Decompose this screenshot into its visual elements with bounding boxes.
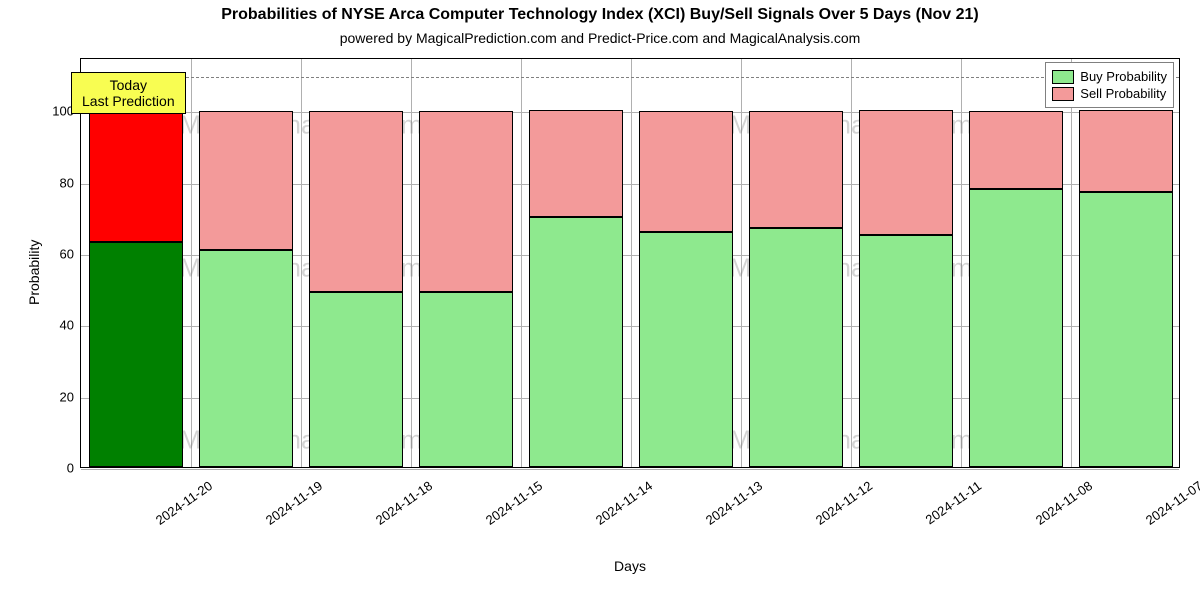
bar-group: [89, 57, 184, 467]
bar-buy: [1079, 192, 1174, 467]
grid-line-vertical: [741, 59, 742, 467]
xtick-label: 2024-11-15: [483, 478, 545, 528]
xtick-label: 2024-11-07: [1143, 478, 1200, 528]
xtick-label: 2024-11-11: [923, 478, 985, 527]
legend-item: Sell Probability: [1052, 86, 1167, 101]
bar-sell: [969, 111, 1064, 189]
x-axis-label: Days: [80, 558, 1180, 574]
today-annotation: TodayLast Prediction: [71, 72, 186, 114]
grid-line-vertical: [631, 59, 632, 467]
grid-line-vertical: [961, 59, 962, 467]
xtick-label: 2024-11-18: [373, 478, 435, 528]
bar-group: [749, 57, 844, 467]
bar-group: [309, 57, 404, 467]
bar-sell: [639, 111, 734, 232]
bar-group: [969, 57, 1064, 467]
bar-sell: [419, 111, 514, 293]
plot-area: MagicalAnalysis.comMagicalAnalysis.comMa…: [80, 58, 1180, 468]
legend-label: Buy Probability: [1080, 69, 1167, 84]
chart-title: Probabilities of NYSE Arca Computer Tech…: [0, 6, 1200, 24]
bar-group: [859, 57, 954, 467]
bar-sell: [199, 111, 294, 250]
bar-buy: [639, 232, 734, 467]
xtick-label: 2024-11-19: [263, 478, 325, 528]
bar-sell: [529, 110, 624, 217]
grid-line-vertical: [191, 59, 192, 467]
chart-container: Probabilities of NYSE Arca Computer Tech…: [0, 0, 1200, 600]
bar-group: [419, 57, 514, 467]
bar-buy: [749, 228, 844, 467]
grid-line-vertical: [301, 59, 302, 467]
bar-sell: [309, 111, 404, 293]
grid-line-vertical: [851, 59, 852, 467]
chart-subtitle: powered by MagicalPrediction.com and Pre…: [0, 30, 1200, 46]
bar-buy: [529, 217, 624, 467]
bar-sell: [749, 111, 844, 229]
grid-line-vertical: [521, 59, 522, 467]
ytick-label: 40: [44, 318, 74, 333]
bar-group: [529, 57, 624, 467]
grid-line-vertical: [411, 59, 412, 467]
bar-buy: [969, 189, 1064, 467]
ytick-label: 80: [44, 175, 74, 190]
xtick-label: 2024-11-13: [703, 478, 765, 528]
xtick-label: 2024-11-14: [593, 478, 655, 528]
ytick-label: 20: [44, 389, 74, 404]
bar-group: [199, 57, 294, 467]
legend-swatch: [1052, 87, 1074, 101]
bar-buy: [199, 250, 294, 467]
xtick-label: 2024-11-08: [1033, 478, 1095, 528]
y-axis-label: Probability: [26, 240, 42, 305]
legend-label: Sell Probability: [1080, 86, 1166, 101]
bar-sell: [89, 111, 184, 243]
bar-buy: [419, 292, 514, 467]
bar-buy: [309, 292, 404, 467]
legend-item: Buy Probability: [1052, 69, 1167, 84]
bar-sell: [859, 110, 954, 235]
xtick-label: 2024-11-12: [813, 478, 875, 528]
bar-buy: [859, 235, 954, 467]
legend-swatch: [1052, 70, 1074, 84]
bar-buy: [89, 242, 184, 467]
ytick-label: 0: [44, 461, 74, 476]
grid-line-horizontal: [81, 469, 1179, 470]
legend: Buy Probability Sell Probability: [1045, 62, 1174, 108]
bar-group: [1079, 57, 1174, 467]
bar-group: [639, 57, 734, 467]
bar-sell: [1079, 110, 1174, 192]
grid-line-vertical: [1071, 59, 1072, 467]
ytick-label: 100: [44, 104, 74, 119]
ytick-label: 60: [44, 247, 74, 262]
xtick-label: 2024-11-20: [153, 478, 215, 528]
